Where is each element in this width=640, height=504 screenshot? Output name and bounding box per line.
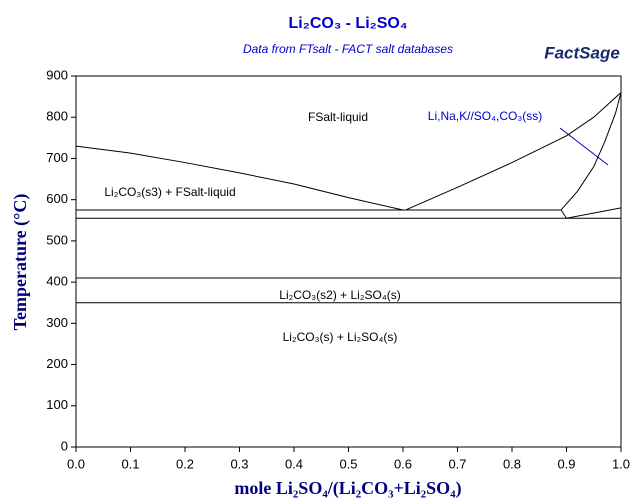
x-tick-label: 0.3 — [230, 456, 248, 471]
x-tick-label: 0.4 — [285, 456, 303, 471]
phase-boundary — [75, 145, 404, 211]
x-tick-label: 0.7 — [448, 456, 466, 471]
y-tick-label: 400 — [46, 274, 68, 289]
x-tick-label: 0.0 — [67, 456, 85, 471]
plot-frame — [75, 75, 622, 448]
y-tick-label: 500 — [46, 232, 68, 247]
chart-title: Li₂CO₃ - Li₂SO₄ — [288, 15, 407, 32]
x-tick-label: 0.8 — [503, 456, 521, 471]
x-tick-label: 0.6 — [394, 456, 412, 471]
phase-boundary — [560, 92, 622, 211]
y-tick-label: 300 — [46, 315, 68, 330]
y-tick-label: 200 — [46, 356, 68, 371]
y-tick-label: 0 — [61, 438, 68, 453]
phase-boundary — [405, 92, 622, 211]
phase-label: Li₂CO₃(s3) + FSalt-liquid — [104, 185, 235, 199]
x-tick-label: 0.9 — [557, 456, 575, 471]
phase-label: FSalt-liquid — [308, 110, 368, 124]
phase-label: Li,Na,K//SO₄,CO₃(ss) — [428, 109, 542, 123]
y-tick-label: 600 — [46, 191, 68, 206]
y-tick-label: 700 — [46, 150, 68, 165]
y-tick-label: 100 — [46, 397, 68, 412]
phase-label: Li₂CO₃(s2) + Li₂SO₄(s) — [279, 288, 400, 302]
x-tick-label: 0.1 — [121, 456, 139, 471]
logo: FactSage — [544, 43, 620, 62]
y-tick-label: 800 — [46, 109, 68, 124]
x-axis-label: mole Li₂SO₄/(Li₂CO₃+Li₂SO₄) — [234, 478, 461, 499]
y-tick-label: 900 — [46, 67, 68, 82]
phase-label: Li₂CO₃(s) + Li₂SO₄(s) — [283, 330, 398, 344]
annotation-pointer — [559, 127, 609, 166]
x-tick-label: 0.2 — [176, 456, 194, 471]
y-axis-label: Temperature (°C) — [10, 194, 31, 331]
x-tick-label: 1.0 — [612, 456, 630, 471]
x-tick-label: 0.5 — [339, 456, 357, 471]
chart-subtitle: Data from FTsalt - FACT salt databases — [243, 42, 453, 56]
phase-boundary — [560, 207, 622, 219]
